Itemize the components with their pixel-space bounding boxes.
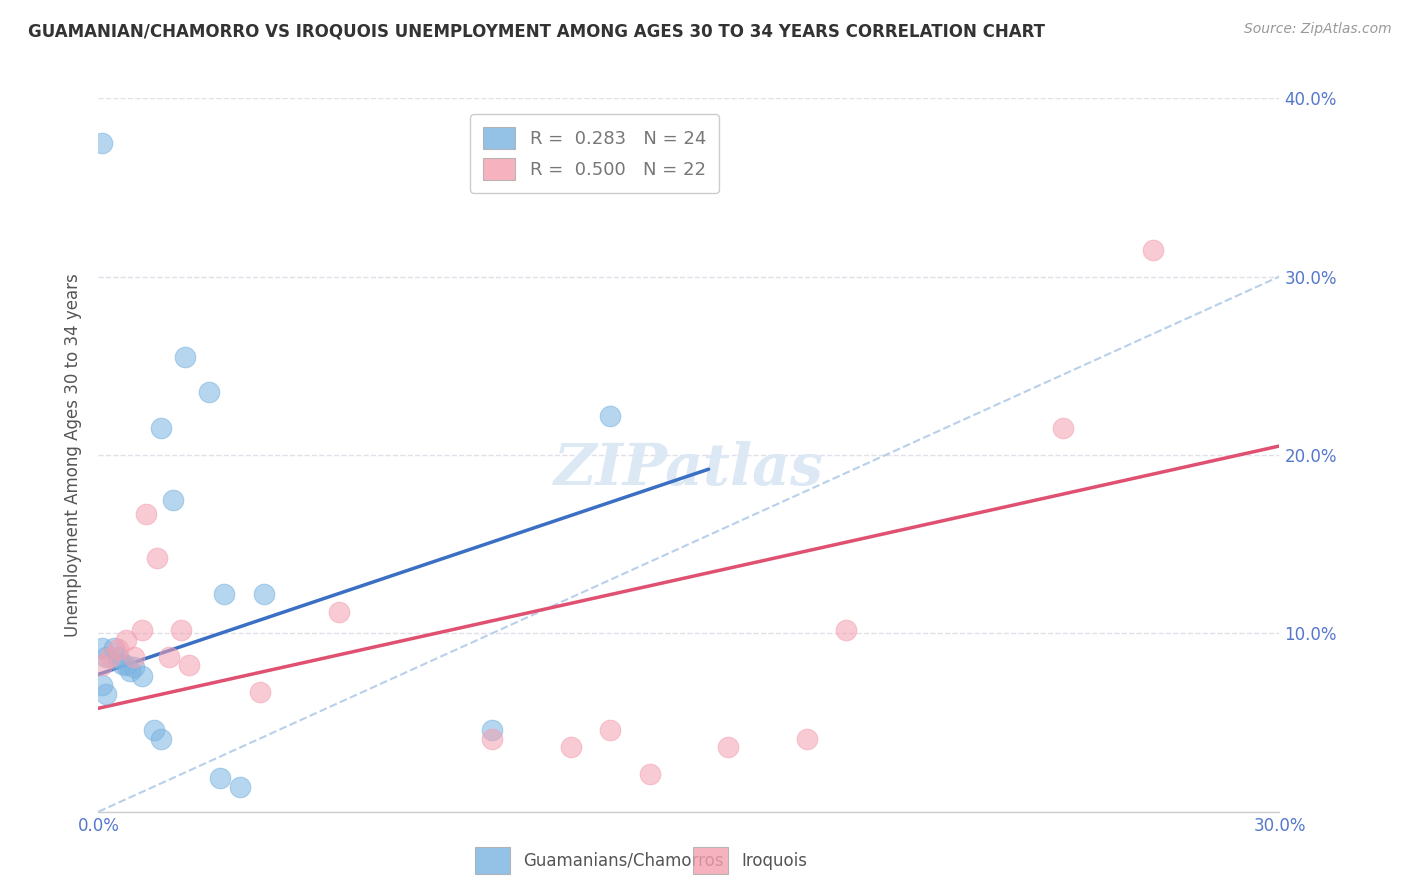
Point (796, 731, 818, 746)
Point (560, 740, 582, 755)
Point (177, 658, 200, 673)
Y-axis label: Unemployment Among Ages 30 to 34 years: Unemployment Among Ages 30 to 34 years (65, 273, 83, 637)
Point (174, 350, 197, 364)
Point (214, 587, 236, 601)
Point (111, 657, 134, 671)
Point (98, 649, 121, 664)
Point (107, 649, 129, 664)
Point (1052, 421, 1074, 435)
Point (118, 664, 141, 678)
Point (91, 136, 114, 150)
Text: Iroquois: Iroquois (741, 852, 807, 870)
Point (328, 605, 350, 619)
Point (96, 687, 118, 701)
Point (122, 660, 145, 674)
Point (131, 669, 153, 683)
Point (142, 723, 165, 737)
Point (115, 633, 138, 648)
Text: Guamanians/Chamorros: Guamanians/Chamorros (523, 852, 724, 870)
Point (135, 507, 157, 521)
Point (91, 640, 114, 655)
Point (1142, 243, 1164, 257)
Point (835, 623, 858, 637)
Point (91, 658, 114, 673)
Point (717, 740, 740, 755)
Point (599, 723, 621, 737)
Point (146, 551, 169, 566)
Point (122, 649, 145, 664)
Legend: R =  0.283   N = 24, R =  0.500   N = 22: R = 0.283 N = 24, R = 0.500 N = 22 (470, 114, 718, 193)
Point (209, 771, 232, 785)
Point (150, 731, 173, 746)
Point (107, 642, 129, 657)
Point (170, 623, 193, 637)
Point (481, 731, 503, 746)
Point (197, 385, 219, 400)
Point (103, 640, 125, 655)
Text: ZIPatlas: ZIPatlas (554, 441, 824, 498)
Point (229, 780, 252, 794)
Text: GUAMANIAN/CHAMORRO VS IROQUOIS UNEMPLOYMENT AMONG AGES 30 TO 34 YEARS CORRELATIO: GUAMANIAN/CHAMORRO VS IROQUOIS UNEMPLOYM… (28, 22, 1045, 40)
Point (96, 649, 118, 664)
Point (131, 623, 153, 637)
Point (162, 492, 184, 507)
Point (599, 409, 621, 423)
Point (481, 723, 503, 737)
Point (638, 767, 661, 781)
Point (253, 587, 276, 601)
Point (91, 678, 114, 692)
Text: Source: ZipAtlas.com: Source: ZipAtlas.com (1244, 22, 1392, 37)
Point (249, 685, 271, 699)
Point (150, 421, 173, 435)
Point (115, 658, 138, 673)
Point (157, 649, 180, 664)
